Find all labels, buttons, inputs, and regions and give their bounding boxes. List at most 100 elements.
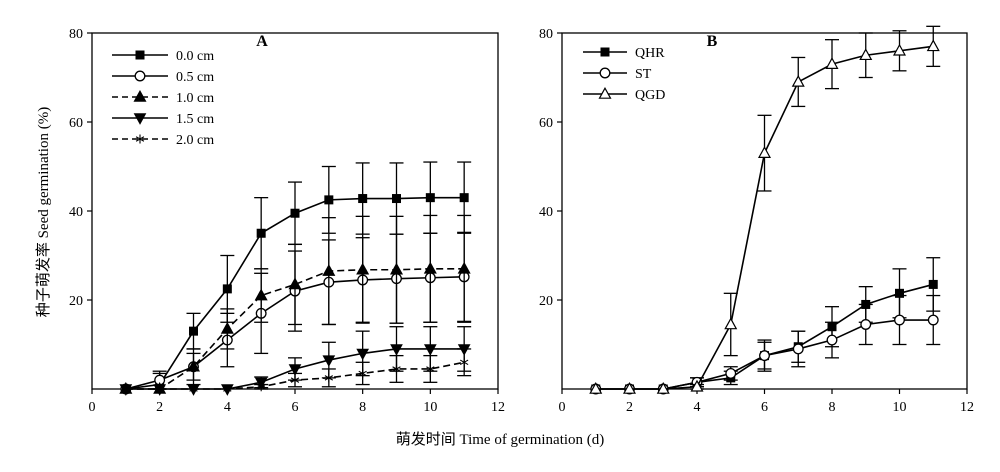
panel-a-legend-label: 2.0 cm [176,133,214,148]
panel-a-data-point [256,228,266,238]
panel-b-y-tick-label: 80 [539,27,553,42]
panel-a-legend-marker [134,70,146,82]
panel-b-legend-label: QGD [635,88,665,103]
panel-b-x-tick-label: 12 [960,400,974,415]
panel-a-legend-label: 0.5 cm [176,70,214,85]
panel-b-data-point [589,381,603,394]
panel-a-series-line [125,268,465,390]
panel-b-data-point [895,288,904,298]
panel-a-data-point [457,261,471,274]
panel-b-series-0 [591,257,941,394]
panel-a-data-point [322,355,336,367]
panel-a-data-point [322,264,336,276]
panel-b-data-point [656,381,670,394]
panel-b-data-point [690,379,704,392]
panel-b-data-point [928,279,938,289]
panel-b-x-tick-label: 6 [761,400,768,415]
panel-b-legend: QHR ST QGD [583,46,665,103]
panel-b-label: B [707,33,718,50]
panel-b-data-point [792,343,804,355]
panel-b-data-point [859,48,873,61]
asterisk-stroke [426,366,435,372]
panel-a-label: A [256,33,268,50]
panel-a-y-tick-label: 20 [69,294,83,309]
panel-a-data-point [459,193,469,203]
panel-b-legend-marker [599,67,611,79]
panel-b-data-point [724,317,738,330]
panel-a-y-tick-label: 40 [69,205,83,220]
panel-b-data-point [892,43,907,56]
y-axis-title: 种子萌发率 Seed germination (%) [35,107,52,317]
panel-a-data-point [389,262,404,275]
panel-a-x-tick-label: 6 [292,400,299,415]
panel-a-data-point [324,195,334,205]
panel-b-data-point [926,39,940,52]
panel-a-data-point [186,359,201,372]
panel-a-data-point [425,193,435,203]
panel-a-data-point [189,384,198,394]
panel-a-data-point [254,288,268,301]
panel-b-data-point [825,57,839,69]
panel-a-data-point [290,375,300,385]
panel-a-data-point [358,368,367,378]
panel-a-series-4 [121,348,472,394]
panel-b-x-tick-label: 10 [893,400,907,415]
panel-a-data-point [356,262,370,275]
panel-a-legend-marker [135,134,145,144]
panel-a-x-tick-label: 2 [156,400,163,415]
panel-a-legend-marker [133,89,147,102]
panel-b: 0 2 4 6 8 10 12 20 40 60 80 B QHR ST QGD [539,25,974,415]
panel-a-legend-label: 0.0 cm [176,49,214,64]
panel-a-data-point [324,373,334,383]
panel-b-legend-marker [600,47,610,57]
panel-a-data-point [223,384,232,394]
panel-a-data-point [155,384,164,394]
asterisk-stroke [155,386,164,392]
panel-a-legend-label: 1.0 cm [176,91,214,106]
panel-b-series-line [595,283,934,390]
panel-a-data-point [390,344,403,356]
panel-a-y-tick-label: 60 [69,116,83,131]
panel-a-x-tick-label: 8 [359,400,366,415]
panel-a-data-point [426,364,435,374]
asterisk-stroke [459,359,469,366]
panel-a-x-tick-label: 0 [89,400,96,415]
panel-a-data-point [459,357,469,367]
asterisk-stroke [392,366,401,372]
panel-b-x-tick-label: 4 [694,400,701,415]
panel-a-data-point [392,364,401,374]
panel-b-series-2 [589,25,941,394]
panel-b-x-tick-label: 8 [829,400,836,415]
panel-a-data-point [392,194,401,204]
x-axis-title: 萌发时间 Time of germination (d) [396,431,605,448]
panel-b-data-point [927,314,939,326]
panel-a-legend-marker [135,50,145,60]
panel-b-data-point [622,381,637,394]
panel-a-x-tick-label: 10 [423,400,437,415]
asterisk-stroke [189,386,198,392]
panel-a-data-point [220,321,234,334]
panel-a-data-point [290,208,300,218]
panel-b-x-tick-label: 0 [559,400,566,415]
panel-b-legend-label: QHR [635,46,665,61]
panel-a-legend: 0.0 cm 0.5 cm 1.0 cm 1.5 cm 2.0 cm [112,49,214,148]
panel-a-legend-label: 1.5 cm [176,112,214,127]
panel-b-data-point [860,319,872,330]
panel-a-legend-marker [133,113,147,125]
panel-a-data-point [288,277,302,290]
asterisk-stroke [358,370,367,377]
asterisk-stroke [223,386,232,392]
panel-b-legend-label: ST [635,67,652,82]
panel-a-data-point [121,384,131,394]
panel-a-series-3 [119,326,472,396]
panel-a-data-point [189,326,198,336]
asterisk-stroke [256,384,266,390]
panel-b-plot-frame [561,32,968,390]
panel-a-data-point [423,261,437,274]
panel-a-data-point [256,382,266,392]
panel-b-data-point [757,146,772,158]
panel-a: 0 2 4 6 8 10 12 20 40 60 80 A 0.0 cm 0.5 cm 1.0 cm 1.5 … [69,27,505,415]
panel-a-data-point [222,284,232,294]
panel-b-series-1 [590,294,941,395]
